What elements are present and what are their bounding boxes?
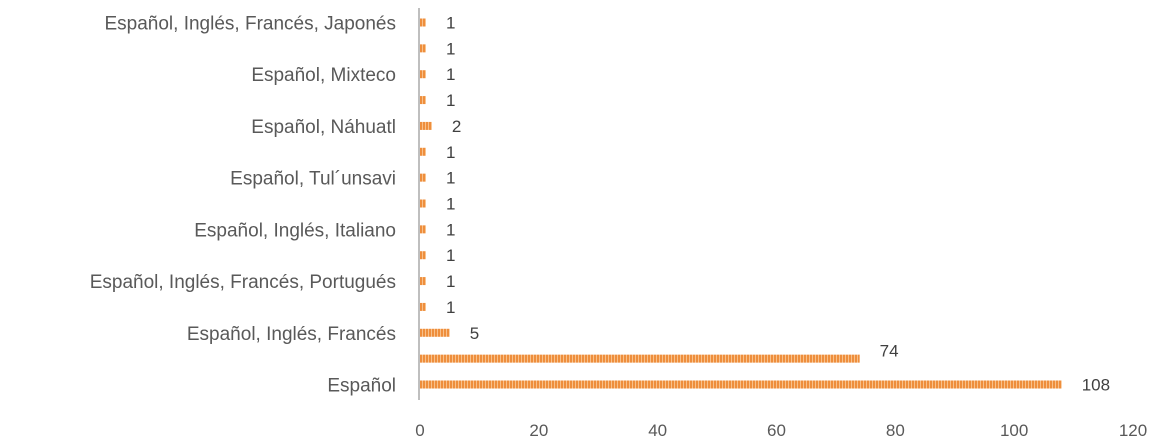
data-label: 1 — [446, 65, 455, 84]
bar — [420, 70, 426, 79]
bar — [420, 121, 432, 130]
data-label: 1 — [446, 39, 455, 58]
data-label: 2 — [452, 117, 461, 136]
bar — [420, 225, 426, 234]
bars-group — [420, 18, 1062, 389]
category-label: Español, Tul´unsavi — [230, 169, 396, 190]
bar — [420, 147, 426, 156]
category-label: Español, Inglés, Francés — [187, 324, 396, 345]
data-label: 5 — [470, 324, 479, 343]
data-label: 108 — [1082, 376, 1110, 395]
category-label: Español, Náhuatl — [251, 117, 396, 138]
bar — [420, 199, 426, 208]
data-label: 1 — [446, 91, 455, 110]
data-label: 1 — [446, 272, 455, 291]
bar — [420, 354, 860, 363]
x-tick-labels-group: 0 20 40 60 80 100 120 — [415, 421, 1147, 440]
x-tick-label: 100 — [1000, 421, 1028, 440]
x-tick-label: 80 — [886, 421, 905, 440]
category-label: Español, Inglés, Francés, Japonés — [104, 14, 396, 35]
bar — [420, 302, 426, 311]
bar — [420, 96, 426, 105]
data-label: 1 — [446, 298, 455, 317]
x-tick-label: 120 — [1119, 421, 1147, 440]
data-label: 1 — [446, 195, 455, 214]
category-labels-group: Español Español, Inglés, Francés Español, … — [90, 14, 396, 397]
bar — [420, 44, 426, 53]
x-tick-label: 60 — [767, 421, 786, 440]
category-label: Español, Inglés, Francés, Portugués — [90, 272, 396, 293]
x-tick-label: 20 — [529, 421, 548, 440]
data-label: 1 — [446, 220, 455, 239]
bar — [420, 173, 426, 182]
data-label: 74 — [880, 342, 899, 361]
bar — [420, 277, 426, 286]
category-label: Español — [327, 376, 396, 397]
data-label: 1 — [446, 14, 455, 33]
bar — [420, 328, 450, 337]
data-label: 1 — [446, 169, 455, 188]
x-tick-label: 0 — [415, 421, 424, 440]
data-label: 1 — [446, 246, 455, 265]
data-label: 1 — [446, 143, 455, 162]
bar — [420, 18, 426, 27]
bar — [420, 380, 1062, 389]
bar — [420, 251, 426, 260]
category-label: Español, Inglés, Italiano — [194, 220, 396, 241]
category-label: Español, Mixteco — [251, 65, 396, 86]
x-tick-label: 40 — [648, 421, 667, 440]
